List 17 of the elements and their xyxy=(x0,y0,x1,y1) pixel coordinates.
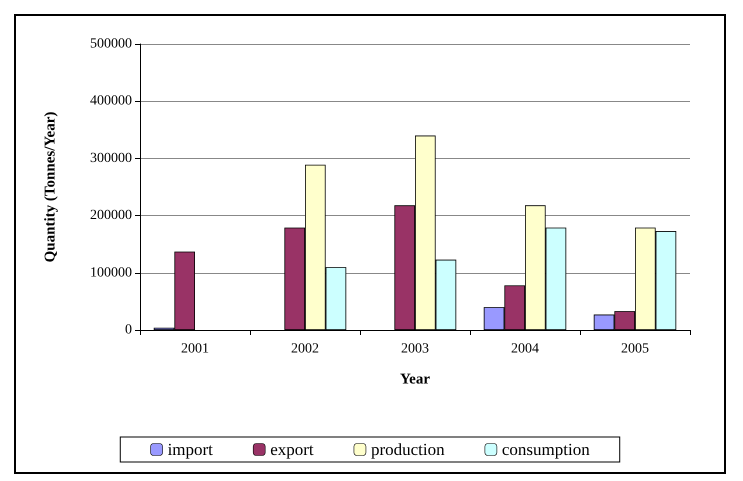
y-axis-title: Quantity (Tonnes/Year) xyxy=(42,112,58,262)
x-tick-label: 2002 xyxy=(291,342,319,356)
y-tick-label: 300000 xyxy=(90,150,132,166)
legend-label: consumption xyxy=(502,440,590,459)
x-tick-label: 2001 xyxy=(181,342,209,356)
y-tick-label: 500000 xyxy=(90,36,132,52)
y-tick-label: 0 xyxy=(125,322,132,338)
x-tick-label: 2003 xyxy=(401,342,429,356)
x-tick-label: 2005 xyxy=(621,342,649,356)
x-axis-title: Year xyxy=(400,372,430,388)
y-tick-label: 400000 xyxy=(90,94,132,109)
legend-label: production xyxy=(370,440,446,459)
legend-label: export xyxy=(270,440,314,459)
legend-label: import xyxy=(168,440,214,459)
y-tick-label: 200000 xyxy=(90,208,132,224)
x-tick-label: 2004 xyxy=(511,342,539,356)
y-tick-label: 100000 xyxy=(90,265,132,280)
